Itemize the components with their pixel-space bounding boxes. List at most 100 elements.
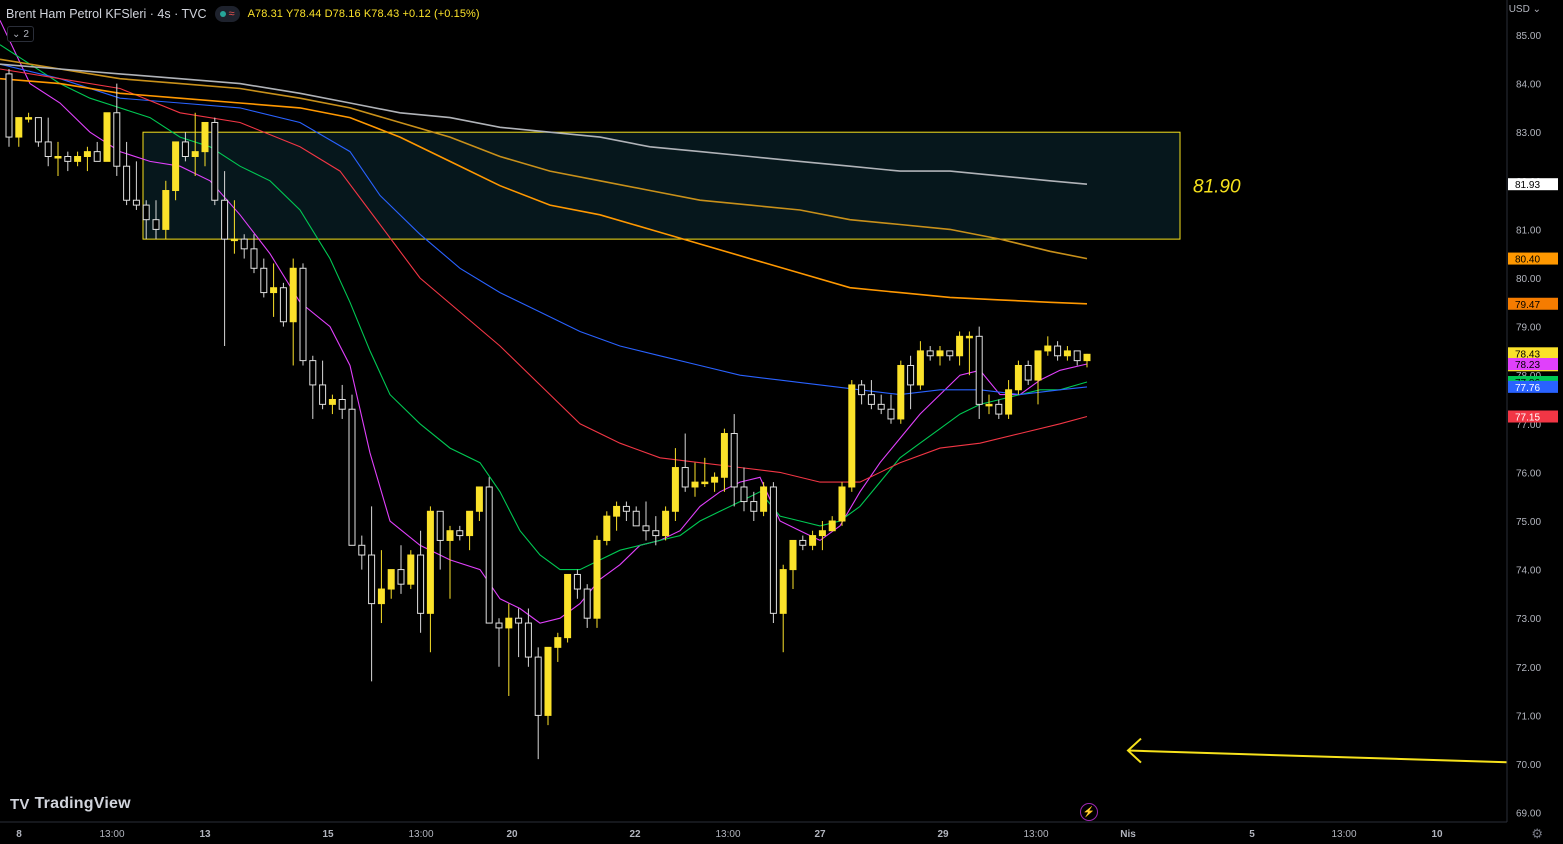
candle bbox=[485, 477, 493, 624]
time-tick-label: 13:00 bbox=[1023, 829, 1048, 840]
candle bbox=[1005, 380, 1013, 419]
price-label-value: 78.23 bbox=[1515, 360, 1540, 371]
currency-selector[interactable]: USD ⌄ bbox=[1509, 4, 1541, 15]
candle bbox=[711, 472, 719, 492]
candle-body bbox=[554, 637, 562, 648]
candle-body bbox=[956, 335, 964, 357]
candle-body bbox=[730, 433, 738, 488]
candle bbox=[613, 501, 621, 531]
candle-body bbox=[181, 141, 189, 157]
candle bbox=[769, 482, 777, 624]
candle bbox=[74, 151, 82, 167]
candle-body bbox=[965, 335, 973, 339]
candle-body bbox=[456, 530, 464, 537]
candle-body bbox=[64, 156, 72, 162]
candle-body bbox=[5, 73, 13, 138]
candle-body bbox=[426, 510, 434, 614]
moving-average-line-2 bbox=[0, 44, 1088, 571]
candle-body bbox=[377, 588, 385, 605]
candle-body bbox=[897, 364, 905, 420]
candle bbox=[573, 569, 581, 599]
candle-body bbox=[270, 287, 278, 294]
candle-body bbox=[711, 476, 719, 483]
price-label-value: 79.47 bbox=[1515, 300, 1540, 311]
candle-body bbox=[250, 248, 258, 269]
candle-body bbox=[162, 190, 170, 230]
candle-body bbox=[848, 384, 856, 488]
candle bbox=[397, 545, 405, 594]
candle-body bbox=[926, 350, 934, 357]
candle bbox=[279, 282, 287, 327]
candle bbox=[338, 384, 346, 419]
candle bbox=[309, 355, 317, 419]
gear-icon[interactable]: ⚙ bbox=[1531, 826, 1543, 841]
candle-body bbox=[544, 646, 552, 716]
candle-body bbox=[652, 530, 660, 537]
price-label-value: 78.43 bbox=[1515, 349, 1540, 360]
moving-average-line-5 bbox=[0, 77, 1088, 305]
candle-body bbox=[985, 403, 993, 407]
price-label-bg bbox=[1508, 252, 1558, 265]
candle bbox=[1014, 360, 1022, 395]
candle-body bbox=[142, 204, 150, 221]
candle bbox=[524, 608, 532, 667]
candle bbox=[456, 525, 464, 541]
candle bbox=[858, 380, 866, 405]
candle-body bbox=[25, 117, 33, 120]
candle bbox=[181, 132, 189, 162]
price-label-bg bbox=[1508, 410, 1558, 423]
candle bbox=[544, 646, 552, 726]
candle-body bbox=[1024, 364, 1032, 381]
candle-body bbox=[750, 501, 758, 512]
price-tick-label: 69.00 bbox=[1516, 809, 1541, 820]
price-tick-label: 70.00 bbox=[1516, 760, 1541, 771]
candle bbox=[25, 112, 33, 123]
moving-average-line-3 bbox=[0, 63, 1088, 396]
moving-averages-layer bbox=[0, 20, 1088, 624]
candle bbox=[436, 510, 444, 570]
candle bbox=[662, 506, 670, 541]
candle bbox=[789, 539, 797, 590]
candle bbox=[15, 117, 23, 147]
candle bbox=[377, 550, 385, 624]
candle-body bbox=[907, 364, 915, 386]
candle bbox=[603, 511, 611, 546]
candle-body bbox=[838, 486, 846, 522]
chevron-down-icon: ⌄ bbox=[12, 28, 21, 40]
candle-body bbox=[632, 510, 640, 527]
price-tick-label: 84.00 bbox=[1516, 80, 1541, 91]
price-tick-label: 71.00 bbox=[1516, 711, 1541, 722]
price-tick-label: 74.00 bbox=[1516, 566, 1541, 577]
candle bbox=[221, 171, 229, 347]
candle-body bbox=[720, 433, 728, 478]
candle bbox=[975, 326, 983, 419]
candle-body bbox=[887, 408, 895, 420]
candle bbox=[681, 433, 689, 492]
price-tick-label: 72.00 bbox=[1516, 663, 1541, 674]
indicators-toggle-button[interactable]: ⌄ 2 bbox=[7, 26, 34, 42]
symbol-title[interactable]: Brent Ham Petrol KFSleri · 4s · TVC bbox=[6, 7, 207, 21]
candle-body bbox=[769, 486, 777, 614]
candle-body bbox=[1073, 350, 1081, 362]
candle-body bbox=[358, 544, 366, 556]
candle bbox=[632, 506, 640, 527]
candle-body bbox=[299, 267, 307, 362]
candle-body bbox=[436, 510, 444, 541]
candle-body bbox=[417, 554, 425, 614]
lightning-icon[interactable]: ⚡ bbox=[1080, 803, 1098, 821]
tradingview-logo[interactable]: TV TradingView bbox=[10, 795, 131, 813]
candle bbox=[64, 151, 72, 172]
candle-body bbox=[534, 656, 542, 716]
candle bbox=[818, 521, 826, 551]
candle-body bbox=[74, 156, 82, 162]
wave-icon: ≈ bbox=[228, 7, 235, 20]
candle-body bbox=[15, 117, 23, 138]
candle-body bbox=[1005, 389, 1013, 415]
candle-body bbox=[211, 121, 219, 201]
market-status-icon[interactable]: ≈ bbox=[214, 6, 240, 22]
candle bbox=[1063, 346, 1071, 361]
candle bbox=[740, 467, 748, 512]
price-label-bg bbox=[1508, 380, 1558, 393]
candle bbox=[907, 355, 915, 410]
